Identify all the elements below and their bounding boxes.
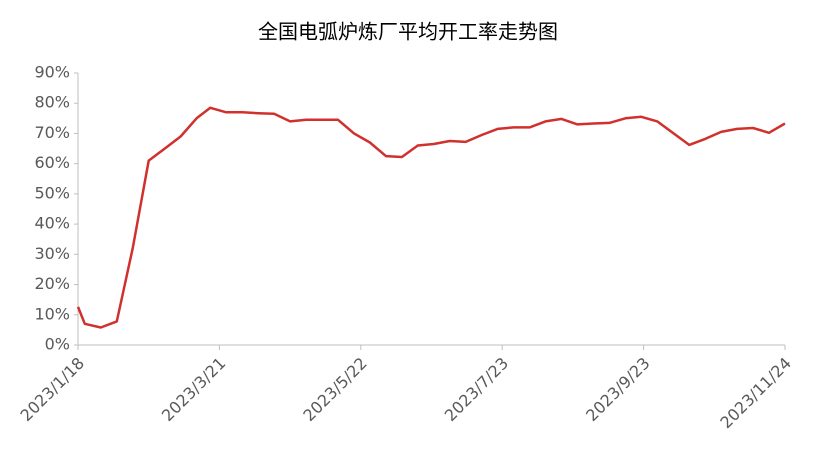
y-tick-label: 80% [34,93,70,112]
y-tick-label: 20% [34,274,70,293]
y-tick-label: 10% [34,304,70,323]
data-line [76,106,786,329]
y-tick-label: 0% [45,335,70,354]
y-tick-label: 90% [34,63,70,82]
y-tick-label: 50% [34,183,70,202]
y-tick-label: 70% [34,123,70,142]
chart-title: 全国电弧炉炼厂平均开工率走势图 [258,20,558,44]
y-tick-label: 40% [34,214,70,233]
y-tick-label: 60% [34,153,70,172]
y-tick-label: 30% [34,244,70,263]
